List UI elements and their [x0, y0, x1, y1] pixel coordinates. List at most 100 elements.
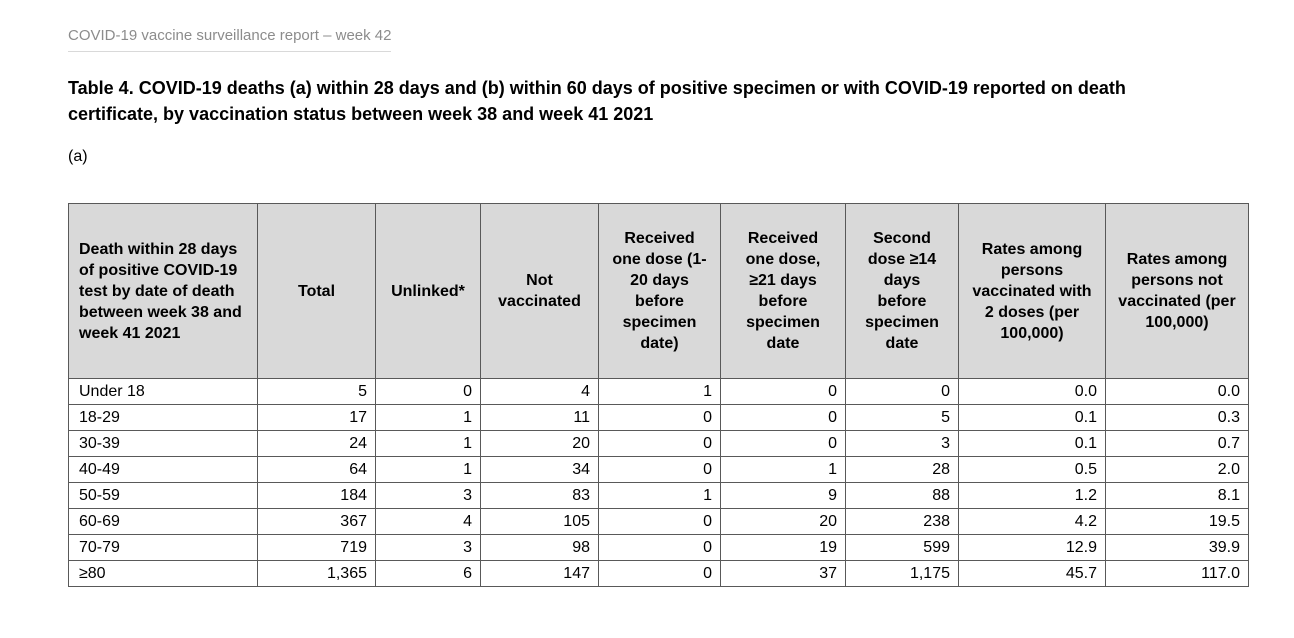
value-cell: 9	[720, 482, 846, 509]
table-body: Under 18 5 0 4 1 0 0 0.0 0.0 18-29 17 1 11 0 0 5 0.1 0.3 3…	[68, 378, 1249, 587]
value-cell: 3	[375, 482, 481, 509]
value-cell: 83	[480, 482, 599, 509]
value-cell: 3	[845, 430, 959, 457]
value-cell: 8.1	[1105, 482, 1249, 509]
age-group-cell: Under 18	[68, 378, 258, 405]
value-cell: 20	[720, 508, 846, 535]
value-cell: 4	[375, 508, 481, 535]
value-cell: 4	[480, 378, 599, 405]
value-cell: 1	[375, 404, 481, 431]
value-cell: 5	[845, 404, 959, 431]
value-cell: 98	[480, 534, 599, 561]
age-group-cell: ≥80	[68, 560, 258, 587]
value-cell: 117.0	[1105, 560, 1249, 587]
value-cell: 19	[720, 534, 846, 561]
deaths-by-vaccination-status-table: Death within 28 days of positive COVID-1…	[68, 203, 1249, 587]
age-group-cell: 30-39	[68, 430, 258, 457]
column-header-label: Total	[297, 282, 336, 300]
value-cell: 39.9	[1105, 534, 1249, 561]
column-header-label: Death within 28 days of positive COVID-1…	[79, 240, 242, 342]
value-cell: 105	[480, 508, 599, 535]
column-header-total: Total	[257, 203, 376, 379]
value-cell: 45.7	[958, 560, 1106, 587]
value-cell: 0.7	[1105, 430, 1249, 457]
age-group-cell: 60-69	[68, 508, 258, 535]
value-cell: 0	[598, 534, 721, 561]
table-row: 30-39 24 1 20 0 0 3 0.1 0.7	[68, 430, 1249, 457]
value-cell: 184	[257, 482, 376, 509]
value-cell: 147	[480, 560, 599, 587]
table-row: 50-59 184 3 83 1 9 88 1.2 8.1	[68, 482, 1249, 509]
table-row: Under 18 5 0 4 1 0 0 0.0 0.0	[68, 378, 1249, 405]
column-header-label: Received one dose, ≥21 days before speci…	[745, 230, 821, 352]
column-header-rate-not-vaccinated: Rates among persons not vaccinated (per …	[1105, 203, 1249, 379]
value-cell: 0	[598, 404, 721, 431]
value-cell: 5	[257, 378, 376, 405]
column-header-label: Rates among persons vaccinated with 2 do…	[972, 240, 1092, 342]
value-cell: 719	[257, 534, 376, 561]
table-row: ≥80 1,365 6 147 0 37 1,175 45.7 117.0	[68, 560, 1249, 587]
column-header-label: Rates among persons not vaccinated (per …	[1118, 251, 1236, 331]
column-header-not-vaccinated: Not vaccinated	[480, 203, 599, 379]
running-header: COVID-19 vaccine surveillance report – w…	[68, 28, 392, 52]
page-content: COVID-19 vaccine surveillance report – w…	[68, 28, 1249, 587]
column-header-label: Received one dose (1-20 days before spec…	[612, 230, 707, 352]
table-header-row: Death within 28 days of positive COVID-1…	[68, 203, 1249, 379]
age-group-cell: 18-29	[68, 404, 258, 431]
value-cell: 0.3	[1105, 404, 1249, 431]
table-title: Table 4. COVID-19 deaths (a) within 28 d…	[68, 78, 1126, 124]
column-header-rate-vaccinated: Rates among persons vaccinated with 2 do…	[958, 203, 1106, 379]
value-cell: 37	[720, 560, 846, 587]
value-cell: 4.2	[958, 508, 1106, 535]
value-cell: 6	[375, 560, 481, 587]
value-cell: 1	[375, 456, 481, 483]
value-cell: 0	[720, 404, 846, 431]
column-header-label: Unlinked*	[391, 282, 465, 300]
value-cell: 0	[598, 430, 721, 457]
value-cell: 1	[375, 430, 481, 457]
value-cell: 12.9	[958, 534, 1106, 561]
value-cell: 0	[598, 456, 721, 483]
value-cell: 1.2	[958, 482, 1106, 509]
value-cell: 20	[480, 430, 599, 457]
section-label-a: (a)	[68, 148, 88, 165]
value-cell: 0.1	[958, 430, 1106, 457]
value-cell: 3	[375, 534, 481, 561]
value-cell: 0	[845, 378, 959, 405]
value-cell: 0.1	[958, 404, 1106, 431]
value-cell: 19.5	[1105, 508, 1249, 535]
age-group-cell: 70-79	[68, 534, 258, 561]
value-cell: 28	[845, 456, 959, 483]
value-cell: 2.0	[1105, 456, 1249, 483]
value-cell: 11	[480, 404, 599, 431]
value-cell: 0	[598, 508, 721, 535]
value-cell: 1	[598, 482, 721, 509]
age-group-cell: 40-49	[68, 456, 258, 483]
value-cell: 367	[257, 508, 376, 535]
table-row: 40-49 64 1 34 0 1 28 0.5 2.0	[68, 456, 1249, 483]
table-header: Death within 28 days of positive COVID-1…	[68, 203, 1249, 379]
value-cell: 0	[720, 378, 846, 405]
column-header-second-dose-14plus: Second dose ≥14 days before specimen dat…	[845, 203, 959, 379]
column-header-unlinked: Unlinked*	[375, 203, 481, 379]
column-header-label: Not vaccinated	[498, 272, 581, 310]
value-cell: 0	[720, 430, 846, 457]
value-cell: 599	[845, 534, 959, 561]
value-cell: 238	[845, 508, 959, 535]
column-header-age-group: Death within 28 days of positive COVID-1…	[68, 203, 258, 379]
value-cell: 17	[257, 404, 376, 431]
value-cell: 1	[720, 456, 846, 483]
value-cell: 34	[480, 456, 599, 483]
column-header-one-dose-1-20: Received one dose (1-20 days before spec…	[598, 203, 721, 379]
value-cell: 0.0	[1105, 378, 1249, 405]
column-header-one-dose-21plus: Received one dose, ≥21 days before speci…	[720, 203, 846, 379]
value-cell: 1	[598, 378, 721, 405]
table-row: 18-29 17 1 11 0 0 5 0.1 0.3	[68, 404, 1249, 431]
age-group-cell: 50-59	[68, 482, 258, 509]
value-cell: 64	[257, 456, 376, 483]
value-cell: 24	[257, 430, 376, 457]
value-cell: 1,365	[257, 560, 376, 587]
value-cell: 1,175	[845, 560, 959, 587]
value-cell: 0	[375, 378, 481, 405]
